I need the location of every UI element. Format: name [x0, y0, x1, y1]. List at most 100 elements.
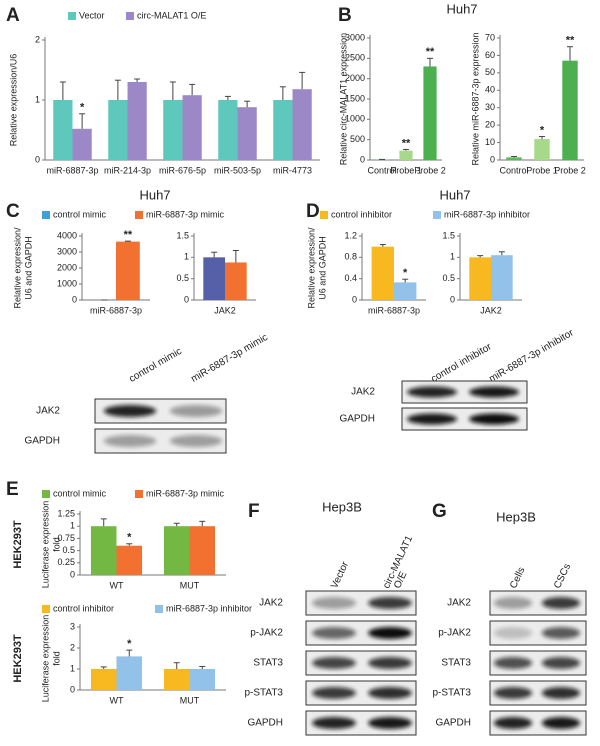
error-bar: [539, 135, 545, 140]
blot-band: [368, 597, 412, 609]
blot-title: Hep3B: [496, 509, 536, 524]
y-tick-label: 3000: [345, 32, 365, 42]
bar: [491, 255, 513, 300]
y-axis-label: fold: [51, 537, 61, 552]
error-bar: [498, 251, 505, 256]
panel-letter: D: [306, 201, 320, 222]
blot-frame: [401, 407, 528, 431]
bar: [90, 526, 117, 575]
panel-letter: E: [6, 479, 19, 500]
bar: [534, 139, 550, 160]
y-axis-label: Relative expression/: [306, 227, 316, 309]
legend-label: control mimic: [53, 488, 107, 498]
significance: *: [127, 638, 132, 650]
blot-band: [407, 413, 457, 425]
blot-frame: [401, 380, 528, 404]
blot-row-label: GAPDH: [24, 436, 60, 447]
bar: [371, 246, 394, 300]
blot-band: [103, 405, 157, 417]
blot-column-label: Cells: [508, 566, 527, 591]
error-bar: [427, 57, 433, 67]
blot-row-label: p-JAK2: [250, 628, 283, 639]
y-axis-label: Luciferase expression: [40, 615, 50, 703]
y-tick-label: 50: [485, 67, 495, 77]
x-tick-label: miR-4773: [273, 165, 312, 175]
error-bar: [59, 81, 66, 100]
bar: [182, 95, 202, 160]
x-tick-label: JAK2: [214, 305, 236, 315]
x-tick-label: JAK2: [480, 305, 502, 315]
panel-letter: A: [6, 5, 20, 26]
row-label: HEK293T: [12, 520, 24, 569]
bar: [108, 100, 128, 160]
legend-label: miR-6887-3p mimic: [146, 209, 225, 219]
bar: [225, 262, 247, 300]
y-tick-label: 0.5: [62, 545, 75, 555]
legend-swatch: [126, 12, 134, 20]
y-tick-label: 0.8: [344, 252, 357, 262]
error-bar: [511, 156, 517, 158]
x-tick-label: Control: [367, 165, 396, 175]
chart-title: Huh7: [139, 187, 170, 202]
blot-row-label: STAT3: [253, 658, 283, 669]
x-tick-label: Probe 1: [526, 165, 558, 175]
y-tick-label: 1500: [345, 93, 365, 103]
row-label: HEK293T: [12, 634, 24, 683]
x-tick-label: MUT: [180, 695, 200, 705]
blot-row-label: STAT3: [441, 658, 471, 669]
y-tick-label: 0: [72, 294, 77, 304]
x-tick-label: miR-6887-3p: [46, 165, 98, 175]
error-bar: [567, 46, 573, 61]
panel-letter: B: [338, 5, 352, 26]
bar: [562, 60, 578, 160]
error-bar: [211, 251, 218, 258]
error-bar: [477, 255, 484, 258]
bar: [116, 241, 140, 300]
blot-row-label: JAK2: [259, 598, 283, 609]
blot-band: [541, 657, 581, 669]
bar: [90, 669, 117, 690]
legend-label: control inhibitor: [331, 209, 392, 219]
bar: [163, 100, 183, 160]
blot-band: [368, 657, 412, 669]
error-bar: [126, 543, 133, 546]
legend-swatch: [155, 605, 163, 613]
blot-band: [312, 687, 356, 699]
y-tick-label: 3000: [57, 246, 77, 256]
x-tick-label: miR-214-3p: [104, 165, 151, 175]
bar: [127, 82, 147, 160]
error-bar: [403, 148, 409, 151]
blot-band: [469, 413, 519, 425]
error-bar: [199, 520, 206, 527]
legend-swatch: [42, 490, 50, 498]
y-tick-label: 0.5: [442, 273, 455, 283]
y-tick-label: 0: [70, 569, 75, 579]
blot-row-label: JAK2: [36, 406, 60, 417]
x-tick-label: miR-6887-3p: [368, 305, 420, 315]
error-bar: [199, 665, 206, 669]
error-bar: [299, 71, 306, 90]
bar: [237, 107, 257, 160]
blot-band: [541, 687, 581, 699]
legend-swatch: [135, 490, 143, 498]
bar: [163, 669, 190, 690]
x-tick-label: miR-676-5p: [159, 165, 206, 175]
chart-title: Huh7: [446, 1, 477, 16]
significance: *: [540, 124, 545, 136]
significance: **: [124, 229, 133, 241]
error-bar: [379, 244, 386, 247]
blot-band: [493, 627, 533, 639]
blot-band: [312, 627, 356, 639]
y-tick-label: 2500: [345, 53, 365, 63]
y-tick-label: 0: [35, 154, 40, 164]
y-tick-label: 0: [352, 294, 357, 304]
x-tick-label: Probe 2: [554, 165, 586, 175]
y-tick-label: 1: [35, 94, 40, 104]
blot-row-label: p-JAK2: [438, 628, 471, 639]
legend-label: control mimic: [53, 209, 107, 219]
significance: **: [402, 137, 411, 149]
significance: **: [566, 35, 575, 47]
y-tick-label: 4000: [57, 230, 77, 240]
blot-band: [368, 717, 412, 729]
bar: [116, 545, 143, 575]
